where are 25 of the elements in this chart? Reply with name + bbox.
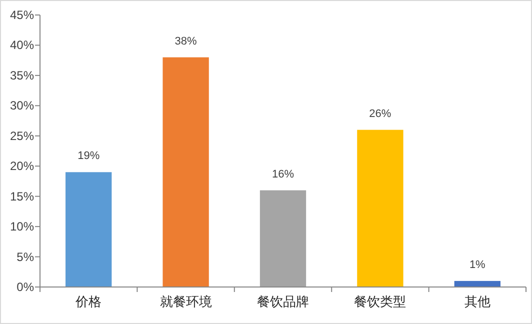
y-tick-label: 20% [10,159,34,174]
data-label: 38% [174,35,198,48]
bar [66,172,112,287]
data-label: 16% [272,168,294,180]
bar [162,57,209,287]
y-tick-label: 10% [10,220,34,234]
y-tick-label: 5% [16,250,34,264]
y-tick-label: 35% [10,68,34,82]
x-tick-label: 餐饮类型 [354,294,406,309]
y-tick-label: 40% [10,38,34,52]
bar [357,130,404,287]
data-label: 19% [78,150,100,162]
bar [454,280,500,287]
x-tick-label: 餐饮品牌 [257,294,309,309]
y-tick-label: 45% [10,8,34,22]
x-tick-label: 价格 [74,294,102,309]
x-tick-label: 就餐环境 [160,294,212,309]
x-tick-label: 其他 [464,294,490,309]
y-tick-label: 30% [10,98,34,113]
y-tick-label: 15% [10,189,34,204]
data-label: 26% [369,108,392,120]
y-tick-label: 0% [16,280,34,294]
y-tick-label: 25% [10,128,34,143]
data-label: 1% [469,258,486,271]
bar [260,190,306,287]
